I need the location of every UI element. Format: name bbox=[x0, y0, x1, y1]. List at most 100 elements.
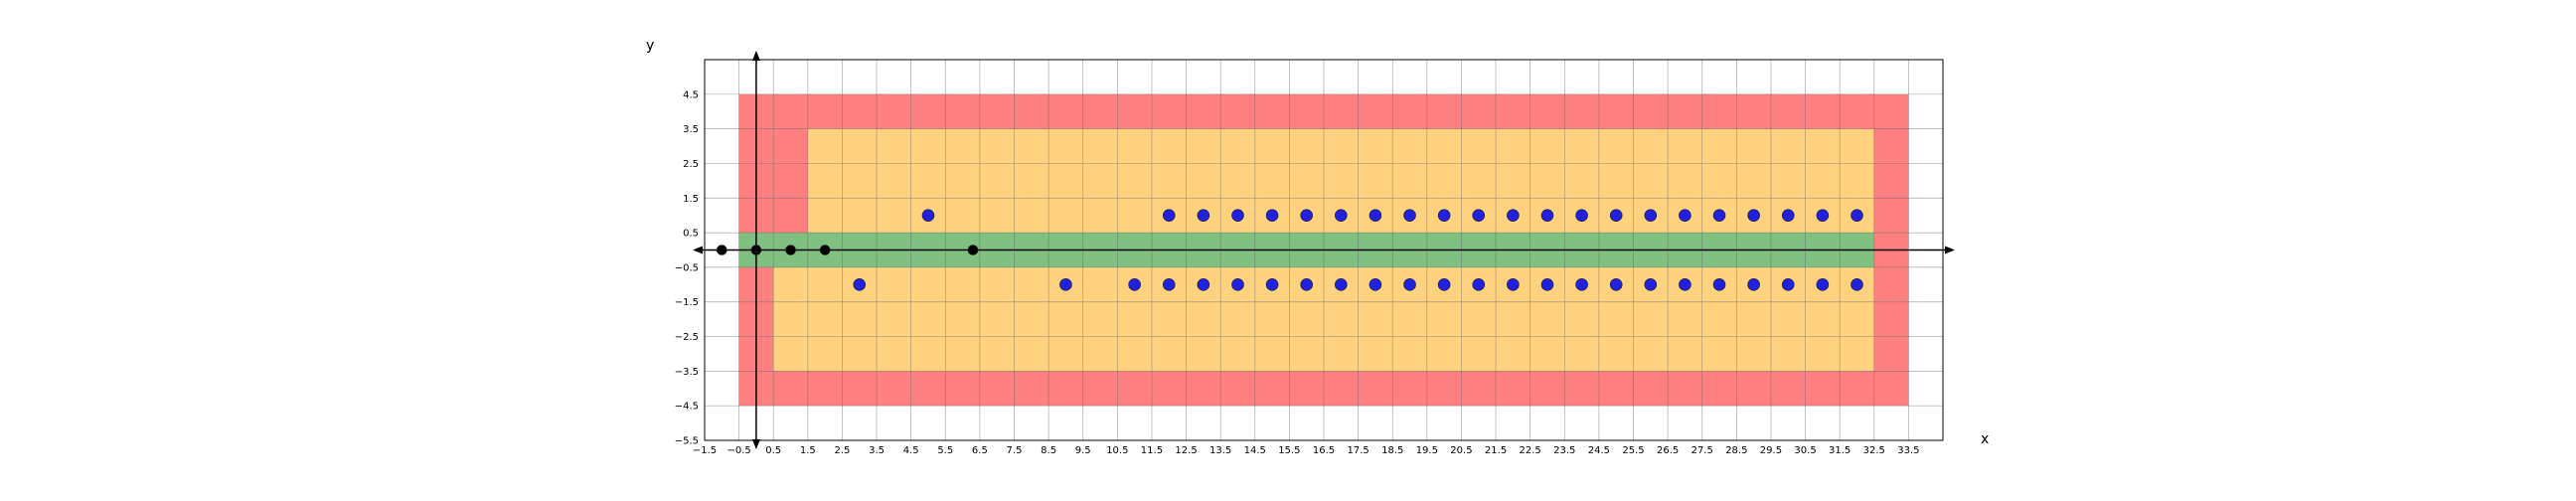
x-axis-arrow-left bbox=[693, 246, 703, 254]
y-tick-label: −5.5 bbox=[675, 436, 699, 447]
x-tick-label: 1.5 bbox=[800, 445, 816, 456]
x-tick-label: 12.5 bbox=[1175, 445, 1197, 456]
x-tick-label: 5.5 bbox=[937, 445, 953, 456]
x-axis-arrow-right bbox=[1945, 246, 1955, 254]
data-point bbox=[1368, 209, 1382, 222]
data-point bbox=[1335, 278, 1348, 291]
data-point bbox=[1335, 209, 1348, 222]
data-point bbox=[1437, 278, 1451, 291]
data-point bbox=[1403, 209, 1416, 222]
data-point bbox=[1162, 209, 1176, 222]
x-tick-label: 13.5 bbox=[1209, 445, 1231, 456]
x-tick-label: 8.5 bbox=[1041, 445, 1056, 456]
x-tick-label: 23.5 bbox=[1553, 445, 1575, 456]
x-tick-label: 26.5 bbox=[1657, 445, 1679, 456]
data-point bbox=[1747, 209, 1760, 222]
y-axis-arrow-up bbox=[751, 51, 760, 61]
x-tick-label: 19.5 bbox=[1416, 445, 1438, 456]
tick-labels: −1.5 −0.5 0.5 1.5 2.5 3.5 4.5 5.5 6.5 7.5 8.5 9.5 10… bbox=[675, 89, 1920, 456]
x-tick-label: 25.5 bbox=[1622, 445, 1644, 456]
data-point bbox=[1679, 278, 1691, 291]
x-tick-label: 21.5 bbox=[1485, 445, 1507, 456]
data-point bbox=[1059, 278, 1072, 291]
y-tick-label: −3.5 bbox=[675, 367, 699, 378]
data-point bbox=[1507, 209, 1520, 222]
data-point bbox=[1712, 209, 1726, 222]
x-tick-label: 3.5 bbox=[869, 445, 885, 456]
x-tick-label: 9.5 bbox=[1075, 445, 1091, 456]
data-point bbox=[1816, 209, 1830, 222]
x-tick-label: 32.5 bbox=[1863, 445, 1885, 456]
x-tick-label: 2.5 bbox=[834, 445, 850, 456]
data-point bbox=[1162, 278, 1176, 291]
data-point bbox=[1368, 278, 1382, 291]
data-point bbox=[921, 209, 935, 222]
y-tick-label: 1.5 bbox=[683, 194, 699, 205]
data-point bbox=[1851, 209, 1863, 222]
x-tick-label: 11.5 bbox=[1141, 445, 1163, 456]
x-tick-label: 24.5 bbox=[1588, 445, 1610, 456]
data-point bbox=[1231, 209, 1244, 222]
data-point bbox=[1437, 209, 1451, 222]
x-axis-label: x bbox=[1981, 431, 1989, 447]
data-point bbox=[717, 245, 727, 255]
data-point bbox=[1507, 278, 1520, 291]
data-point bbox=[1403, 278, 1416, 291]
data-point bbox=[1197, 278, 1210, 291]
x-tick-label: 18.5 bbox=[1381, 445, 1403, 456]
data-point bbox=[1265, 209, 1279, 222]
data-point bbox=[1472, 209, 1486, 222]
data-point bbox=[1644, 209, 1658, 222]
data-point bbox=[1644, 278, 1658, 291]
x-tick-label: 28.5 bbox=[1725, 445, 1747, 456]
x-tick-label: 10.5 bbox=[1106, 445, 1128, 456]
data-point bbox=[1781, 209, 1795, 222]
x-tick-label: 0.5 bbox=[765, 445, 781, 456]
data-point bbox=[853, 278, 867, 291]
y-tick-label: 0.5 bbox=[683, 229, 699, 240]
y-tick-label: −4.5 bbox=[675, 402, 699, 413]
x-tick-label: −1.5 bbox=[693, 445, 717, 456]
y-tick-label: −2.5 bbox=[675, 332, 699, 343]
data-point bbox=[1231, 278, 1244, 291]
data-point bbox=[1851, 278, 1863, 291]
x-tick-label: 22.5 bbox=[1520, 445, 1541, 456]
y-axis-label: y bbox=[646, 38, 654, 54]
data-point bbox=[1609, 209, 1623, 222]
y-tick-label: −0.5 bbox=[675, 262, 699, 273]
data-point bbox=[1747, 278, 1760, 291]
x-tick-label: 7.5 bbox=[1007, 445, 1023, 456]
data-point bbox=[819, 245, 831, 255]
y-tick-label: 2.5 bbox=[683, 159, 699, 170]
data-point bbox=[1197, 209, 1210, 222]
y-tick-label: −1.5 bbox=[675, 297, 699, 308]
data-point bbox=[1679, 209, 1691, 222]
x-tick-label: 17.5 bbox=[1347, 445, 1368, 456]
x-tick-label: 29.5 bbox=[1760, 445, 1782, 456]
x-tick-label: 14.5 bbox=[1244, 445, 1266, 456]
y-tick-label: 4.5 bbox=[683, 89, 699, 100]
data-point bbox=[1816, 278, 1830, 291]
data-point bbox=[1609, 278, 1623, 291]
y-axis-arrow-down bbox=[751, 439, 760, 449]
data-point bbox=[750, 245, 762, 255]
data-point bbox=[785, 245, 796, 255]
data-point bbox=[1540, 278, 1554, 291]
y-tick-label: 3.5 bbox=[683, 124, 699, 135]
x-tick-label: 6.5 bbox=[972, 445, 988, 456]
x-tick-label: 27.5 bbox=[1691, 445, 1713, 456]
data-point bbox=[967, 245, 979, 255]
data-point bbox=[1712, 278, 1726, 291]
x-tick-label: 15.5 bbox=[1278, 445, 1300, 456]
data-point bbox=[1128, 278, 1141, 291]
data-point bbox=[1575, 209, 1588, 222]
data-point bbox=[1300, 278, 1313, 291]
x-tick-label: 33.5 bbox=[1897, 445, 1919, 456]
data-point bbox=[1781, 278, 1795, 291]
x-tick-label: 4.5 bbox=[903, 445, 919, 456]
data-point bbox=[1265, 278, 1279, 291]
data-point bbox=[1575, 278, 1588, 291]
x-tick-label: 30.5 bbox=[1794, 445, 1816, 456]
data-point bbox=[1300, 209, 1313, 222]
